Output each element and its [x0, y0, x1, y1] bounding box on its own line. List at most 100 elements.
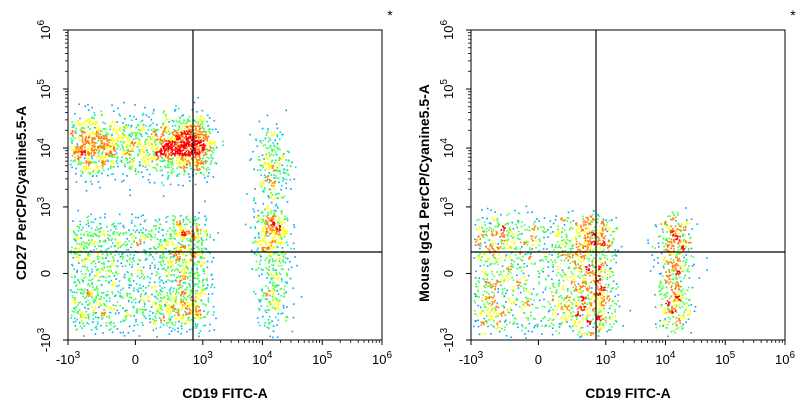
event-dot — [71, 310, 74, 312]
event-dot — [583, 223, 585, 225]
event-dot — [552, 295, 554, 297]
event-dot — [543, 298, 545, 301]
event-dot — [194, 140, 196, 142]
event-dot — [211, 292, 214, 295]
event-dot — [101, 275, 104, 278]
event-dot — [503, 236, 506, 239]
event-dot — [582, 298, 585, 301]
event-dot — [526, 265, 528, 267]
event-dot — [125, 244, 128, 246]
event-dot — [87, 219, 89, 222]
event-dot — [197, 236, 199, 238]
event-dot — [175, 298, 177, 301]
event-dot — [275, 210, 277, 212]
event-dot — [126, 159, 128, 162]
event-dot — [177, 258, 180, 261]
event-dot — [282, 153, 285, 155]
event-dot — [89, 255, 91, 258]
event-dot — [592, 318, 594, 321]
event-dot — [76, 252, 78, 255]
event-dot — [517, 257, 520, 259]
event-dot — [180, 225, 183, 227]
event-dot — [272, 336, 274, 339]
event-dot — [91, 154, 93, 157]
event-dot — [269, 138, 272, 140]
event-dot — [88, 122, 90, 124]
event-dot — [198, 298, 201, 301]
event-dot — [594, 233, 596, 235]
event-dot — [522, 312, 525, 314]
event-dot — [208, 172, 210, 174]
event-dot — [129, 150, 132, 153]
event-dot — [204, 316, 207, 318]
event-dot — [155, 133, 158, 136]
event-dot — [198, 248, 201, 251]
event-dot — [125, 232, 127, 235]
event-dot — [156, 238, 159, 240]
event-dot — [87, 152, 89, 155]
event-dot — [265, 215, 268, 218]
event-dot — [178, 163, 181, 165]
event-dot — [177, 311, 179, 314]
event-dot — [154, 315, 156, 318]
event-dot — [128, 229, 130, 232]
event-dot — [167, 312, 170, 315]
event-dot — [551, 283, 554, 285]
event-dot — [131, 142, 134, 144]
event-dot — [163, 148, 165, 151]
event-dot — [158, 317, 161, 319]
event-dot — [147, 285, 150, 287]
event-dot — [196, 230, 198, 233]
event-dot — [177, 107, 180, 110]
event-dot — [174, 215, 176, 218]
event-dot — [272, 214, 275, 216]
event-dot — [258, 155, 260, 158]
event-dot — [91, 149, 93, 152]
event-dot — [608, 317, 611, 320]
event-dot — [201, 238, 203, 241]
event-dot — [250, 249, 253, 252]
event-dot — [186, 286, 188, 289]
event-dot — [92, 242, 95, 244]
event-dot — [109, 150, 111, 153]
event-dot — [527, 211, 529, 214]
event-dot — [200, 237, 202, 240]
event-dot — [115, 152, 118, 155]
x-axis-label: CD19 FITC-A — [182, 385, 268, 401]
event-dot — [85, 316, 87, 319]
event-dot — [89, 148, 92, 150]
event-dot — [166, 270, 168, 273]
event-dot — [578, 296, 581, 299]
event-dot — [203, 310, 205, 312]
event-dot — [84, 275, 87, 278]
event-dot — [257, 214, 260, 217]
event-dot — [591, 241, 594, 243]
event-dot — [256, 145, 259, 148]
event-dot — [119, 245, 122, 248]
event-dot — [179, 243, 181, 245]
event-dot — [274, 215, 277, 217]
event-dot — [182, 267, 185, 270]
event-dot — [166, 241, 169, 243]
x-tick-label: 105 — [312, 350, 332, 367]
event-dot — [107, 144, 109, 146]
event-dot — [592, 279, 595, 282]
event-dot — [96, 235, 98, 237]
event-dot — [497, 291, 499, 293]
event-dot — [176, 148, 179, 151]
event-dot — [269, 164, 272, 166]
event-dot — [168, 308, 171, 311]
event-dot — [184, 288, 187, 291]
event-dot — [544, 256, 546, 258]
event-dot — [78, 322, 81, 324]
event-dot — [201, 126, 204, 129]
event-dot — [479, 257, 482, 259]
y-tick-label: 103 — [36, 196, 53, 216]
event-dot — [95, 149, 98, 152]
event-dot — [517, 230, 520, 233]
event-dot — [212, 306, 215, 308]
event-dot — [290, 266, 293, 269]
event-dot — [86, 304, 89, 306]
event-dot — [115, 245, 118, 247]
event-dot — [202, 148, 204, 151]
